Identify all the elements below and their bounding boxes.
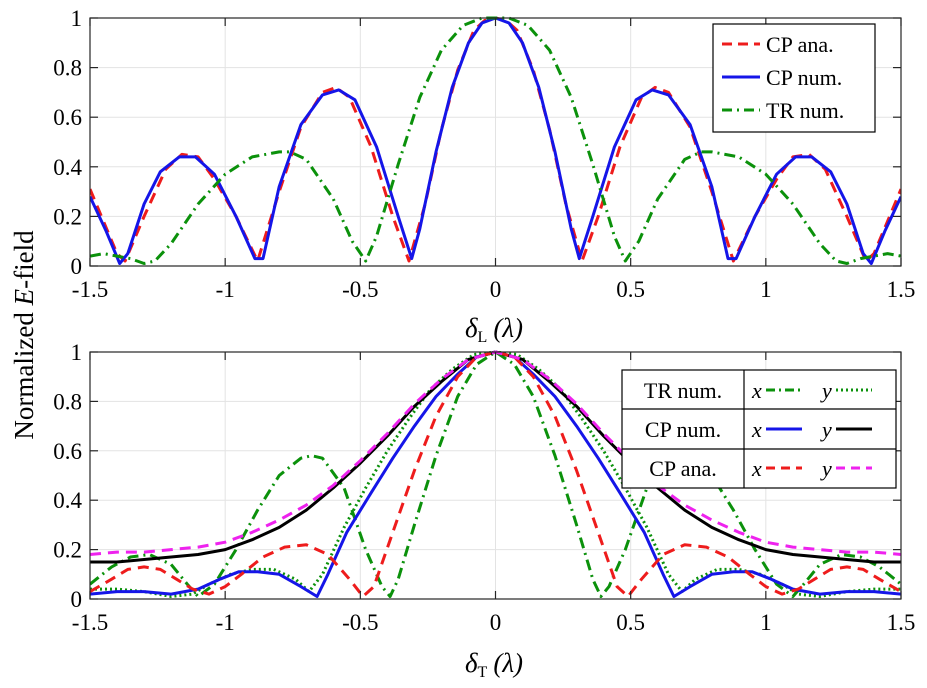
bottom-legend-row1-label: TR num.	[644, 378, 722, 403]
bottom-x-label-unit: (λ)	[493, 648, 523, 678]
bottom-legend-row2-x: x	[751, 417, 762, 442]
top-x-axis-label: δL (λ)	[465, 313, 523, 346]
bottom-series-cp-ana-x	[90, 350, 901, 598]
top-legend-label-cp-num: CP num.	[766, 65, 842, 90]
bottom-ytick-label-2: 0.4	[53, 488, 82, 513]
bottom-ytick-label-4: 0.8	[53, 389, 82, 414]
bottom-ytick-label-3: 0.6	[53, 439, 82, 464]
y-axis-label: Normalized E-field	[9, 230, 39, 440]
top-xtick-label-3: 0	[490, 277, 502, 302]
top-ytick-label-1: 0.2	[53, 204, 82, 229]
y-axis-label-prefix: Normalized	[9, 305, 39, 439]
top-xtick-label-4: 0.5	[616, 277, 645, 302]
top-xtick-label-0: -1.5	[72, 277, 108, 302]
bottom-ytick-label-0: 0	[71, 587, 83, 612]
top-legend-label-cp-ana: CP ana.	[766, 32, 834, 57]
bottom-legend: TR num. x y CP num. x y CP ana. x y	[621, 369, 897, 489]
top-ytick-label-4: 0.8	[53, 56, 82, 81]
bottom-x-axis-label: δT (λ)	[465, 648, 523, 681]
top-ytick-label-3: 0.6	[53, 105, 82, 130]
top-ytick-label-5: 1	[71, 6, 83, 31]
bottom-legend-row1-y: y	[820, 378, 832, 403]
bottom-xtick-label-3: 0	[490, 610, 502, 635]
top-x-label-sub: L	[478, 329, 488, 346]
top-ytick-label-0: 0	[71, 254, 83, 279]
bottom-xtick-label-4: 0.5	[616, 610, 645, 635]
top-x-label-symbol: δ	[465, 313, 478, 343]
bottom-xtick-label-5: 1	[760, 610, 772, 635]
bottom-legend-row2-y: y	[820, 417, 832, 442]
y-axis-label-var: E	[9, 288, 39, 306]
bottom-legend-row3-y: y	[820, 456, 832, 481]
bottom-x-label-symbol: δ	[465, 648, 478, 678]
bottom-xtick-label-2: -0.5	[342, 610, 378, 635]
top-legend-label-tr-num: TR num.	[766, 98, 844, 123]
bottom-xtick-label-0: -1.5	[72, 610, 108, 635]
top-xtick-label-2: -0.5	[342, 277, 378, 302]
bottom-x-label-sub: T	[478, 664, 488, 681]
top-xtick-label-1: -1	[216, 277, 235, 302]
top-legend: CP ana. CP num. TR num.	[712, 23, 876, 133]
top-xtick-label-5: 1	[760, 277, 772, 302]
top-xtick-label-6: 1.5	[887, 277, 916, 302]
bottom-xtick-label-1: -1	[216, 610, 235, 635]
bottom-legend-row1-x: x	[751, 378, 762, 403]
bottom-legend-row2-label: CP num.	[645, 417, 721, 442]
bottom-legend-row3-x: x	[751, 456, 762, 481]
bottom-legend-row3-label: CP ana.	[649, 456, 717, 481]
bottom-ytick-label-1: 0.2	[53, 538, 82, 563]
y-axis-label-suffix: -field	[9, 230, 39, 289]
top-x-label-unit: (λ)	[493, 313, 523, 343]
bottom-ytick-label-5: 1	[71, 340, 83, 365]
bottom-xtick-label-6: 1.5	[887, 610, 916, 635]
top-ytick-label-2: 0.4	[53, 155, 82, 180]
